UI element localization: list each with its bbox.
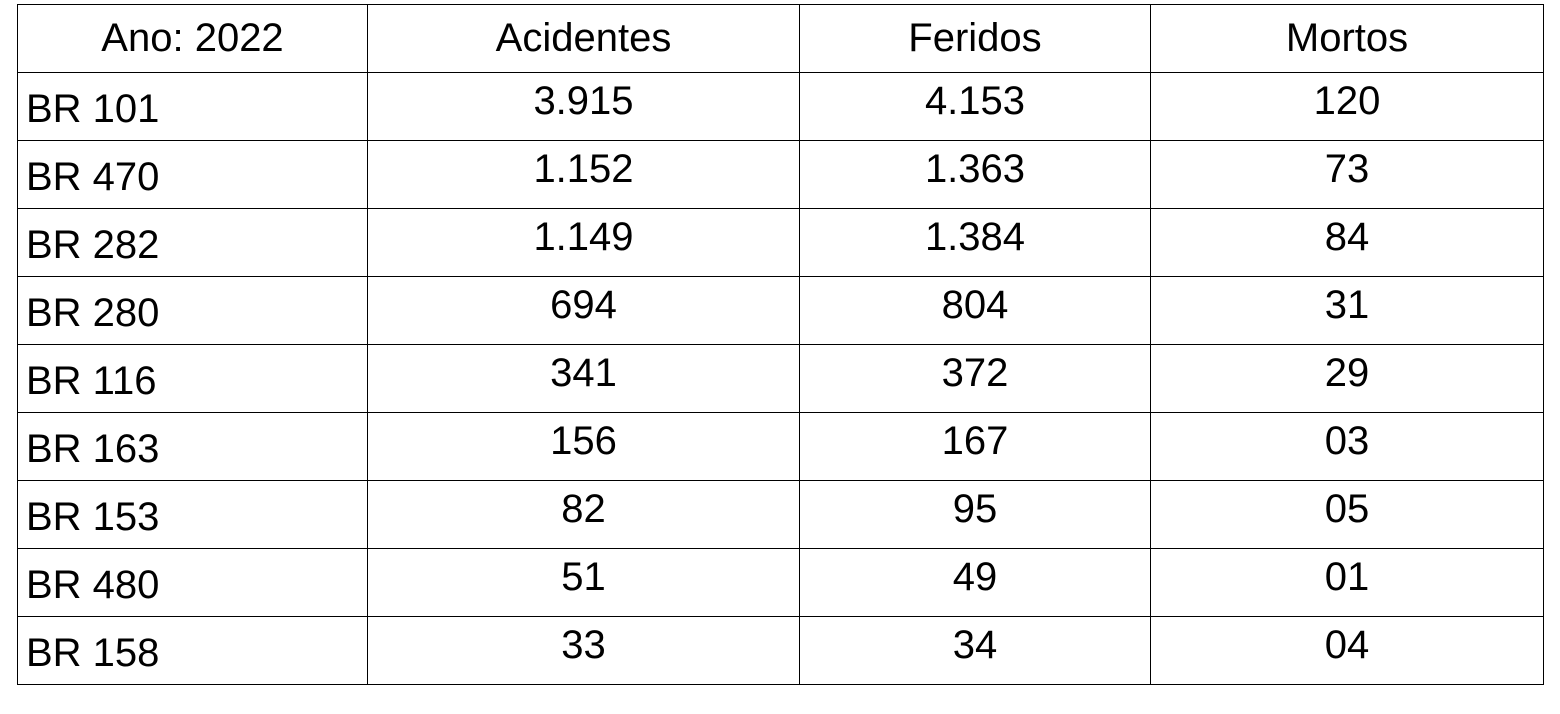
table-cell: 84 [1150,208,1544,277]
table-cell: 49 [799,548,1151,617]
table-cell: 120 [1150,72,1544,141]
row-label: BR 282 [17,208,368,277]
row-label: BR 153 [17,480,368,549]
table-cell: 73 [1150,140,1544,209]
table-cell: 1.152 [367,140,800,209]
table-row: BR 158 33 34 04 [17,616,1544,685]
table-cell: 3.915 [367,72,800,141]
table-row: BR 282 1.149 1.384 84 [17,208,1544,277]
table-cell: 341 [367,344,800,413]
table-header: Ano: 2022 Acidentes Feridos Mortos [17,4,1544,73]
row-label: BR 470 [17,140,368,209]
table-cell: 4.153 [799,72,1151,141]
table-cell: 95 [799,480,1151,549]
row-label: BR 480 [17,548,368,617]
table-row: BR 116 341 372 29 [17,344,1544,413]
table-row: BR 163 156 167 03 [17,412,1544,481]
table-row: BR 470 1.152 1.363 73 [17,140,1544,209]
table-cell: 29 [1150,344,1544,413]
header-cell: Feridos [799,4,1151,73]
row-label: BR 280 [17,276,368,345]
table-cell: 33 [367,616,800,685]
table-cell: 04 [1150,616,1544,685]
table-cell: 03 [1150,412,1544,481]
table-row: BR 280 694 804 31 [17,276,1544,345]
table-cell: 156 [367,412,800,481]
table-cell: 804 [799,276,1151,345]
header-cell: Ano: 2022 [17,4,368,73]
table-cell: 167 [799,412,1151,481]
table-cell: 31 [1150,276,1544,345]
table-cell: 01 [1150,548,1544,617]
table-cell: 82 [367,480,800,549]
header-cell: Acidentes [367,4,800,73]
table-cell: 694 [367,276,800,345]
row-label: BR 101 [17,72,368,141]
header-cell: Mortos [1150,4,1544,73]
table-cell: 51 [367,548,800,617]
table-cell: 1.363 [799,140,1151,209]
header-row: Ano: 2022 Acidentes Feridos Mortos [17,4,1544,73]
table-cell: 1.384 [799,208,1151,277]
table-body: BR 101 3.915 4.153 120 BR 470 1.152 1.363 73 BR … [17,72,1544,685]
table-row: BR 101 3.915 4.153 120 [17,72,1544,141]
table-cell: 372 [799,344,1151,413]
table-cell: 1.149 [367,208,800,277]
table-cell: 05 [1150,480,1544,549]
row-label: BR 163 [17,412,368,481]
row-label: BR 158 [17,616,368,685]
table-cell: 34 [799,616,1151,685]
row-label: BR 116 [17,344,368,413]
data-table: Ano: 2022 Acidentes Feridos Mortos BR 101 3.… [17,4,1544,685]
table-row: BR 153 82 95 05 [17,480,1544,549]
table-row: BR 480 51 49 01 [17,548,1544,617]
